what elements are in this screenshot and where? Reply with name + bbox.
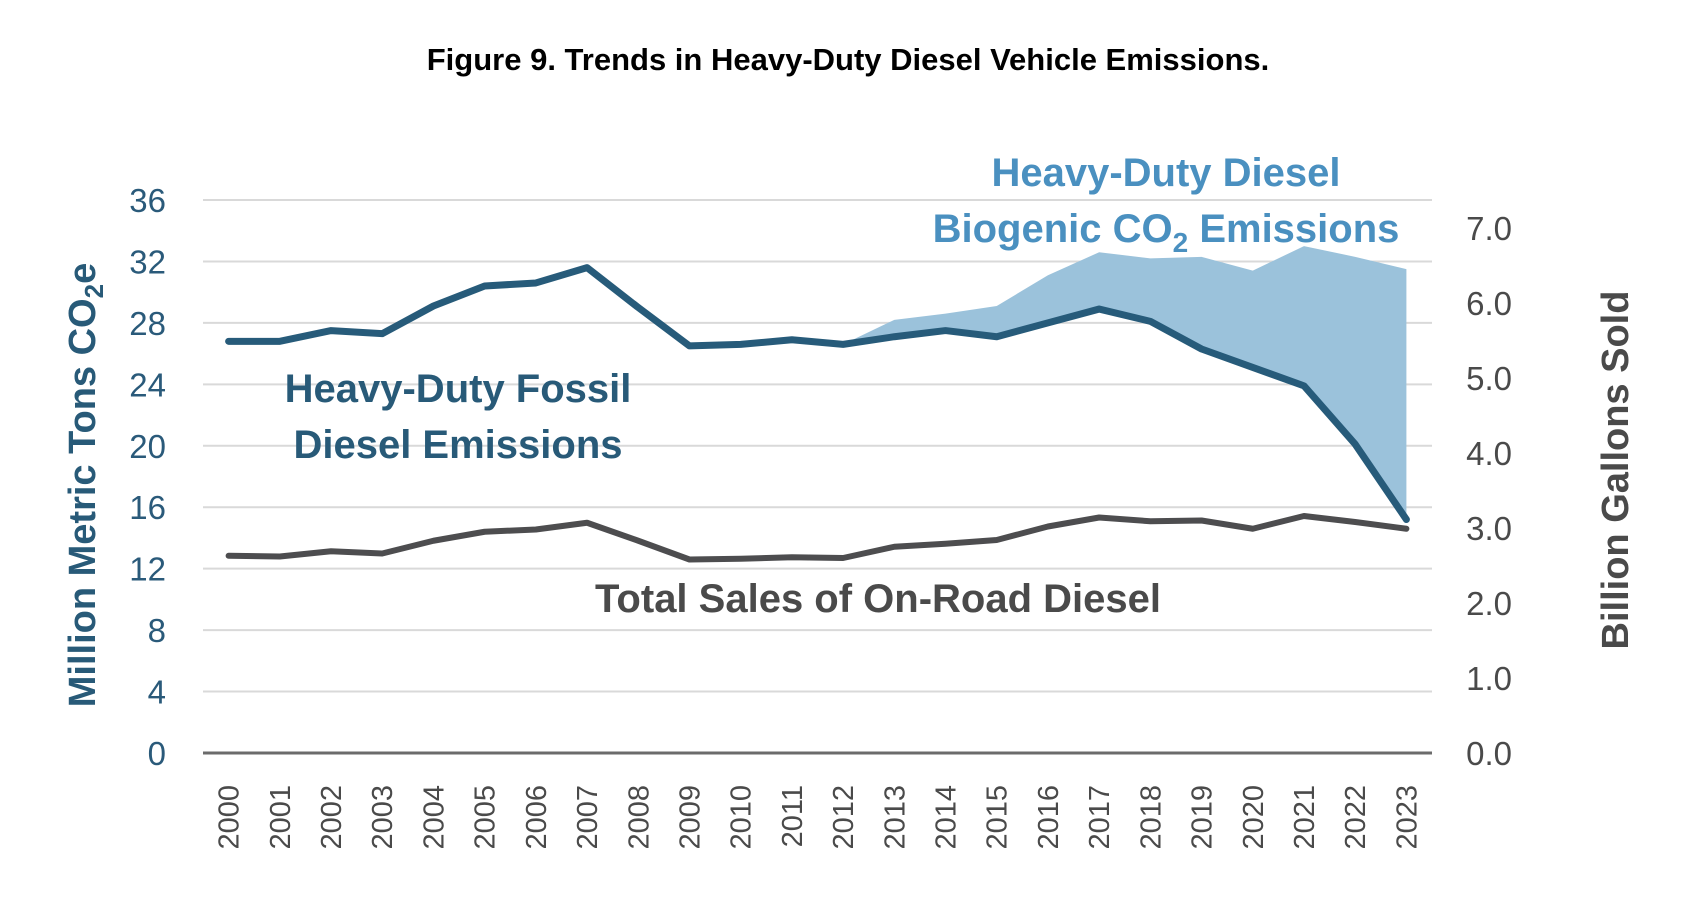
y-tick-label-left: 36: [129, 182, 166, 219]
x-tick-label: 2000: [214, 785, 246, 850]
x-tick-label: 2018: [1135, 785, 1167, 850]
y-tick-label-left: 12: [129, 551, 166, 588]
x-tick-label: 2004: [418, 785, 450, 850]
y-axis-left-title-tail: e: [62, 263, 104, 284]
x-tick-label: 2016: [1033, 785, 1065, 850]
x-tick-label: 2013: [879, 785, 911, 850]
x-tick-label: 2014: [931, 785, 963, 850]
x-axis-ticks: 2000 2001 2002 2003 2004 2005 2006 2007 2008 2009…: [214, 785, 1424, 850]
y-tick-label-right: 4.0: [1466, 435, 1512, 472]
y-tick-label-left: 32: [129, 243, 166, 280]
annotation-sales: Total Sales of On-Road Diesel: [595, 577, 1161, 621]
x-tick-label: 2011: [777, 785, 809, 847]
y-axis-left-title: Million Metric Tons CO2e: [62, 263, 109, 707]
gridlines: [203, 199, 1432, 755]
x-tick-label: 2019: [1187, 785, 1219, 850]
y-tick-label-right: 7.0: [1466, 210, 1512, 247]
y-tick-label-right: 1.0: [1466, 660, 1512, 697]
x-tick-label: 2008: [623, 785, 655, 850]
x-tick-label: 2010: [726, 785, 758, 850]
y-tick-label-left: 20: [129, 428, 166, 465]
y-axis-right-ticks: 0.0 1.0 2.0 3.0 4.0 5.0 6.0 7.0: [1466, 210, 1512, 772]
y-tick-label-left: 16: [129, 489, 166, 526]
annotation-biogenic-line2: Biogenic CO2 Emissions: [933, 207, 1400, 258]
x-tick-label: 2021: [1289, 785, 1321, 850]
x-tick-label: 2017: [1084, 785, 1116, 850]
x-tick-label: 2001: [265, 785, 297, 850]
x-tick-label: 2003: [367, 785, 399, 850]
y-tick-label-left: 8: [148, 612, 166, 649]
x-tick-label: 2009: [674, 785, 706, 850]
y-tick-label-left: 24: [129, 366, 166, 403]
x-tick-label: 2002: [316, 785, 348, 850]
chart-title: Figure 9. Trends in Heavy-Duty Diesel Ve…: [427, 42, 1269, 77]
y-axis-left-ticks: 0 4 8 12 16 20 24 28 32 36: [129, 182, 166, 772]
annotation-biogenic-line1: Heavy-Duty Diesel: [991, 151, 1340, 195]
x-tick-label: 2022: [1340, 785, 1372, 850]
x-tick-label: 2006: [521, 785, 553, 850]
y-tick-label-right: 3.0: [1466, 510, 1512, 547]
biogenic-area-group: [843, 246, 1407, 520]
annotation-biogenic-main: Biogenic CO: [933, 207, 1173, 251]
y-axis-left-title-sub: 2: [79, 284, 109, 298]
y-tick-label-right: 0.0: [1466, 735, 1512, 772]
fossil-emissions-line: [225, 264, 1410, 524]
x-tick-label: 2015: [982, 785, 1014, 850]
y-tick-label-right: 6.0: [1466, 285, 1512, 322]
y-tick-label-left: 28: [129, 305, 166, 342]
sales-line: [225, 513, 1410, 563]
x-tick-label: 2020: [1238, 785, 1270, 850]
x-tick-label: 2005: [470, 785, 502, 850]
y-tick-label-right: 5.0: [1466, 360, 1512, 397]
y-tick-label-left: 4: [148, 674, 166, 711]
y-axis-left-title-main: Million Metric Tons CO: [62, 298, 104, 707]
y-tick-label-right: 2.0: [1466, 585, 1512, 622]
x-tick-label: 2023: [1391, 785, 1423, 850]
annotation-fossil-line2: Diesel Emissions: [293, 423, 622, 467]
x-tick-label: 2007: [572, 785, 604, 850]
y-axis-right-title: Billion Gallons Sold: [1595, 291, 1637, 650]
annotation-biogenic-sub: 2: [1173, 227, 1189, 258]
biogenic-area: [843, 246, 1407, 520]
series-lines: [225, 264, 1410, 563]
y-tick-label-left: 0: [148, 735, 166, 772]
annotation-biogenic-tail: Emissions: [1188, 207, 1399, 251]
x-tick-label: 2012: [828, 785, 860, 850]
annotation-fossil-line1: Heavy-Duty Fossil: [285, 367, 632, 411]
